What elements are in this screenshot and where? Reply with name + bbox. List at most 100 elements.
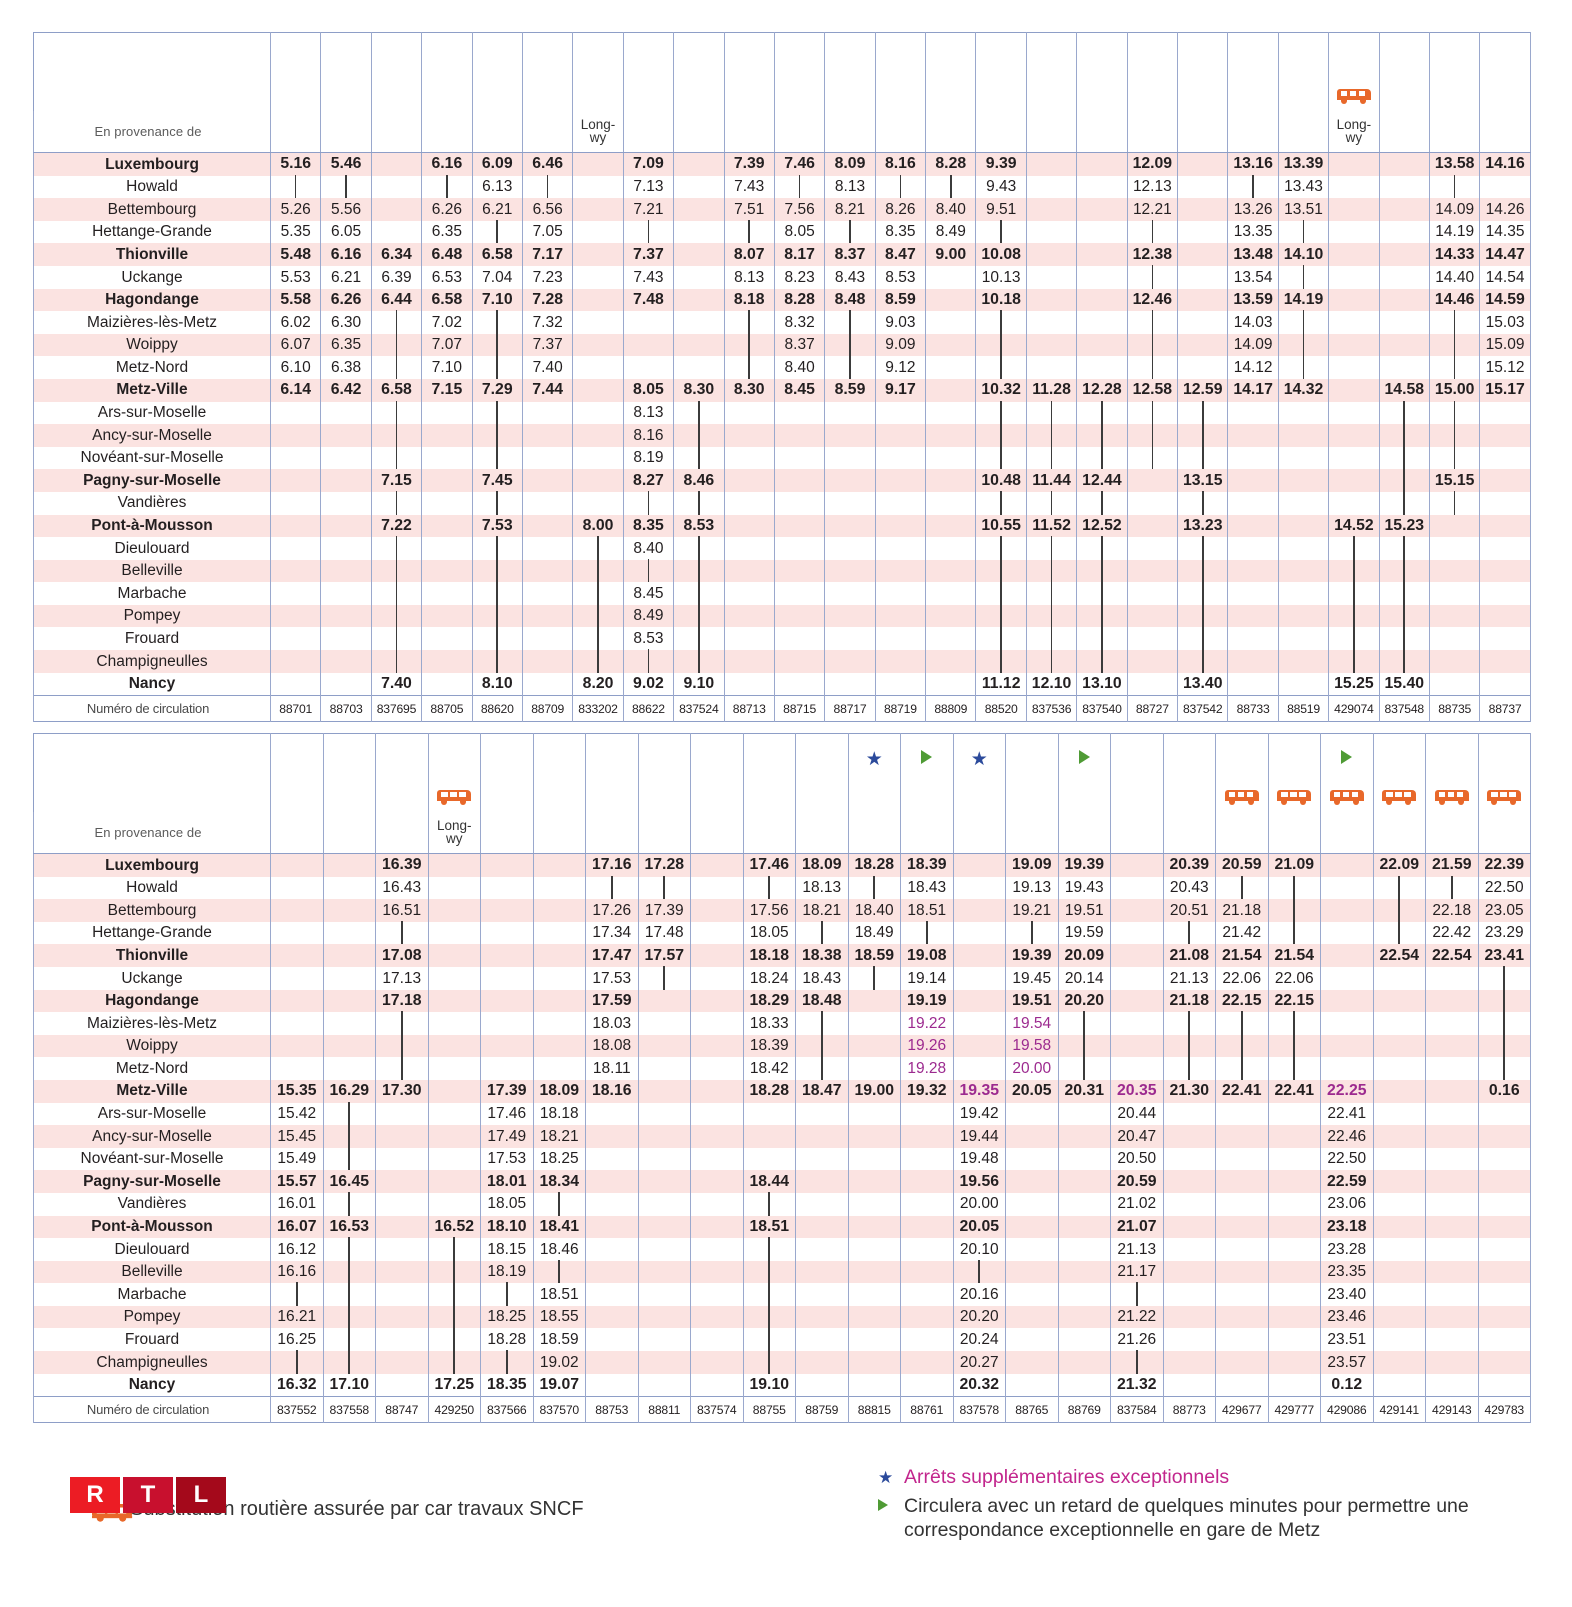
time-cell: 16.12 (270, 1238, 324, 1261)
time-cell (1076, 558, 1128, 584)
time-cell (975, 445, 1027, 471)
time-cell: 0.12 (1320, 1373, 1374, 1397)
time-cell (1372, 1147, 1426, 1171)
time-cell: 22.42 (1425, 921, 1479, 945)
time-cell (532, 1057, 586, 1080)
time-cell: 7.40 (370, 672, 423, 696)
time-cell (673, 603, 725, 629)
time-cell (1320, 989, 1374, 1013)
time-cell (1378, 333, 1430, 357)
time-cell: 7.37 (622, 243, 675, 266)
time-cell (874, 650, 927, 673)
time-cell: 18.41 (532, 1215, 586, 1239)
time-cell (673, 288, 725, 312)
header-destination-cell (320, 111, 372, 153)
time-cell: 7.45 (471, 469, 523, 492)
time-cell (1057, 1373, 1111, 1397)
time-cell (270, 1350, 324, 1375)
time-cell: 17.30 (375, 1079, 429, 1103)
time-cell (847, 1351, 901, 1374)
time-cell (1477, 1283, 1531, 1306)
train-number: 429143 (1425, 1396, 1479, 1423)
time-cell: 17.48 (637, 921, 691, 945)
time-cell: 10.08 (975, 243, 1027, 266)
time-cell (1372, 875, 1426, 901)
header-destination-row: En provenance de Long-wy (33, 812, 1531, 854)
time-cell: 15.00 (1428, 378, 1481, 402)
time-cell (723, 355, 775, 380)
table-row: Hettange-Grande 5.35 6.05 6.35 7.05 8.05 8.35 8… (33, 219, 1531, 245)
time-cell: 7.05 (521, 220, 574, 244)
time-cell (847, 1012, 901, 1035)
time-cell: 12.13 (1126, 175, 1179, 199)
time-cell: 7.22 (370, 514, 423, 538)
time-cell: 23.41 (1477, 944, 1531, 967)
time-cell (532, 853, 586, 877)
station-name: Ars-sur-Moselle (33, 401, 271, 425)
time-cell: 19.39 (1005, 944, 1059, 967)
time-cell (1005, 1192, 1059, 1216)
time-cell: 23.40 (1320, 1283, 1374, 1306)
time-cell (925, 514, 977, 538)
time-cell (847, 1125, 901, 1148)
time-cell: 8.05 (622, 378, 675, 402)
time-cell (1425, 1192, 1479, 1216)
header-icon-cell (1076, 32, 1128, 111)
time-cell (320, 469, 372, 492)
time-cell: 14.10 (1277, 243, 1330, 266)
time-cell (1277, 332, 1330, 358)
time-cell (690, 921, 744, 945)
time-cell (1162, 920, 1216, 946)
time-cell (480, 944, 534, 967)
time-cell (975, 649, 1027, 674)
time-cell (1215, 1351, 1269, 1374)
time-cell (795, 1305, 849, 1329)
time-cell (742, 1237, 796, 1262)
time-cell (1378, 152, 1430, 176)
time-cell (795, 1033, 849, 1059)
time-cell: 7.21 (622, 198, 675, 221)
time-cell (1267, 1192, 1321, 1216)
header-icon-cell (370, 32, 423, 111)
time-cell: 18.18 (532, 1102, 586, 1126)
time-cell (521, 650, 574, 673)
time-cell (480, 966, 534, 990)
train-number: 837558 (322, 1396, 376, 1423)
time-cell (269, 174, 322, 200)
time-cell (1076, 490, 1128, 516)
time-cell (1227, 491, 1279, 515)
time-cell (723, 627, 775, 651)
time-cell (673, 400, 725, 426)
time-cell (1378, 220, 1430, 244)
time-cell (1425, 1147, 1479, 1171)
time-cell (1126, 423, 1179, 448)
time-cell (1328, 536, 1380, 561)
header-destination-cell (975, 111, 1027, 153)
time-cell: 20.32 (952, 1373, 1006, 1397)
time-cell (1372, 1170, 1426, 1193)
time-cell (690, 853, 744, 877)
time-cell (269, 627, 322, 651)
time-cell (1425, 966, 1479, 990)
time-cell (1126, 604, 1179, 628)
header-destination-cell (1277, 111, 1330, 153)
time-cell (421, 491, 473, 515)
time-cell: 17.46 (480, 1102, 534, 1126)
time-cell (572, 356, 624, 379)
table-row: Metz-Nord 18.11 18.42 19.28 20.00 (33, 1056, 1531, 1081)
time-cell (690, 1125, 744, 1148)
header-destination-cell (375, 812, 429, 854)
time-cell (427, 1034, 481, 1058)
time-cell: 7.43 (622, 265, 675, 289)
time-cell (1425, 1170, 1479, 1193)
time-cell: 9.12 (874, 356, 927, 379)
time-cell: 22.25 (1320, 1079, 1374, 1103)
time-cell (1177, 423, 1229, 448)
time-cell (320, 174, 372, 200)
time-cell: 19.39 (1057, 853, 1111, 877)
time-cell (572, 220, 624, 244)
time-cell (585, 1215, 639, 1239)
time-cell (1025, 198, 1078, 221)
time-cell (1076, 356, 1128, 379)
time-cell: 16.29 (322, 1079, 376, 1103)
